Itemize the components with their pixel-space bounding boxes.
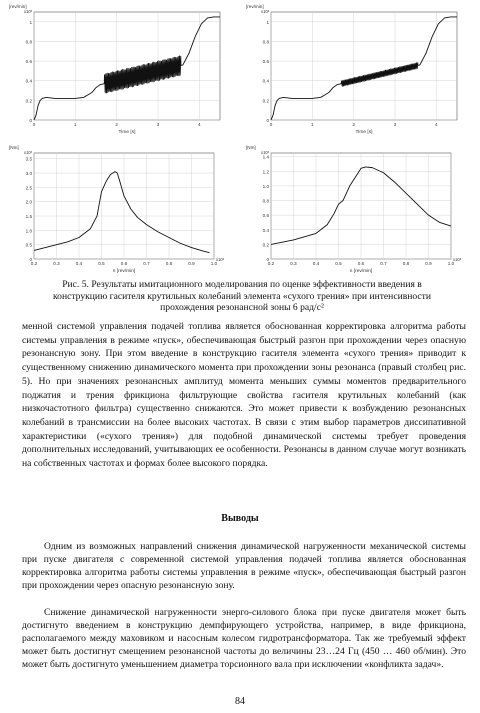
x-tick-label: 4 (198, 122, 201, 127)
y-tick-label: 0.6 (26, 59, 33, 64)
x-tick-label: 0.2 (31, 261, 38, 266)
caption-line-1: Рис. 5. Результаты имитационного моделир… (62, 279, 422, 290)
y-tick-label: 1 (266, 20, 269, 25)
conclusions-heading: Выводы (221, 513, 259, 524)
y-tick-label: 3.0 (26, 171, 33, 176)
x-tick-label: 0.9 (188, 261, 195, 266)
chart-bottom-right-torque: 00.20.40.60.81.01.21.40.2 0.3 0.4 0.5 0.6 0.7… (246, 145, 462, 274)
y-tick-label: 0.2 (263, 242, 270, 247)
figure-caption: Рис. 5. Результаты имитационного моделир… (22, 279, 462, 314)
x-tick-label: 2 (352, 122, 355, 127)
y-tick-label: 1.0 (263, 184, 270, 189)
x-tick-label: 1.0 (211, 261, 218, 266)
x-tick-label: 0.6 (358, 261, 365, 266)
y-tick-label: 0.6 (263, 59, 270, 64)
x-tick-label: 0.8 (166, 261, 173, 266)
caption-line-2: конструкцию гасителя крутильных колебани… (53, 290, 431, 302)
y-tick-label: 0 (29, 118, 32, 123)
x-multiplier-label: x10³ (216, 257, 225, 262)
x-tick-label: 4 (435, 122, 438, 127)
x-axis-label: Time [s] (119, 129, 136, 135)
x-tick-label: 1.0 (448, 261, 455, 266)
x-axis-label: Time [s] (356, 129, 373, 135)
x-axis-label: n [rev/min] (113, 268, 135, 274)
body-paragraph-1: менной системой управления подачей топли… (22, 321, 466, 470)
y-tick-label: 3.5 (26, 157, 33, 162)
y-tick-label: 2.0 (26, 200, 33, 205)
y-tick-label: 1.4 (263, 155, 270, 160)
chart-top-right-speed: 0 0.2 0.4 0.6 0.8 1 0 1 2 3 4 [rev/min]x10³ Time [s] (246, 4, 458, 135)
y-unit-label: [Nm] (246, 145, 256, 150)
conclusion-paragraph-2: Снижение динамической нагруженности энер… (22, 607, 466, 670)
y-tick-label: 0.2 (263, 98, 270, 103)
x-tick-label: 1 (74, 122, 77, 127)
x-axis-label: n [rev/min] (350, 268, 372, 274)
y-multiplier-label: x10³ (261, 150, 270, 155)
x-tick-label: 3 (394, 122, 397, 127)
y-tick-label: 1.5 (26, 214, 33, 219)
y-multiplier-label: x10³ (261, 9, 270, 14)
y-tick-label: 2.5 (26, 185, 33, 190)
conclusion-paragraph-1: Одним из возможных направлений снижения … (22, 541, 466, 591)
y-unit-label: [rev/min] (246, 4, 264, 9)
plot-frame (270, 11, 458, 121)
y-multiplier-label: x10³ (24, 9, 33, 14)
y-tick-label: 1.2 (263, 169, 270, 174)
plot-frame (33, 11, 221, 121)
series-line (270, 16, 458, 121)
y-tick-label: 0 (266, 257, 269, 262)
x-tick-label: 0.3 (290, 261, 297, 266)
x-tick-label: 0.8 (403, 261, 410, 266)
series-line (270, 166, 452, 245)
x-tick-label: 0.2 (268, 261, 275, 266)
y-tick-label: 1.0 (26, 228, 33, 233)
y-tick-label: 0.8 (26, 39, 33, 44)
y-tick-label: 0.8 (263, 39, 270, 44)
x-tick-label: 0.6 (121, 261, 128, 266)
chart-top-left-speed: 0 0.2 0.4 0.6 0.8 1 0 1 2 3 4 [rev/min]x10³ Time [s] (9, 4, 221, 135)
x-tick-label: 1 (311, 122, 314, 127)
y-multiplier-label: x10³ (24, 150, 33, 155)
x-tick-label: 0.5 (98, 261, 105, 266)
page-number: 84 (235, 696, 245, 707)
x-tick-label: 0.5 (335, 261, 342, 266)
y-tick-label: 0.4 (263, 79, 270, 84)
x-tick-label: 0.7 (380, 261, 387, 266)
y-tick-label: 0.4 (263, 228, 270, 233)
series-line (33, 16, 221, 121)
x-tick-label: 0.4 (76, 261, 83, 266)
y-tick-label: 0.4 (26, 79, 33, 84)
x-tick-label: 0.9 (425, 261, 432, 266)
x-tick-label: 0.7 (143, 261, 150, 266)
y-tick-label: 1 (29, 20, 32, 25)
caption-line-3: прохождения резонансной зоны 6 рад/с² (160, 302, 324, 314)
y-tick-label: 0.8 (263, 199, 270, 204)
y-unit-label: [Nm] (9, 145, 19, 150)
y-tick-label: 0.6 (263, 213, 270, 218)
y-tick-label: 0 (266, 118, 269, 123)
x-tick-label: 2 (115, 122, 118, 127)
y-tick-label: 0.5 (26, 243, 33, 248)
x-tick-label: 0.3 (53, 261, 60, 266)
x-tick-label: 0 (270, 122, 273, 127)
x-multiplier-label: x10³ (453, 257, 462, 262)
x-tick-label: 0.4 (313, 261, 320, 266)
y-tick-label: 0 (29, 257, 32, 262)
series-line (33, 171, 210, 254)
y-tick-label: 0.2 (26, 98, 33, 103)
x-tick-label: 3 (157, 122, 160, 127)
y-unit-label: [rev/min] (9, 4, 27, 9)
chart-bottom-left-torque: 0 0.5 1.0 1.5 2.0 2.5 3.0 3.5 0.2 0.3 0.4 0.5 0.6 0.7… (9, 145, 225, 274)
x-tick-label: 0 (33, 122, 36, 127)
